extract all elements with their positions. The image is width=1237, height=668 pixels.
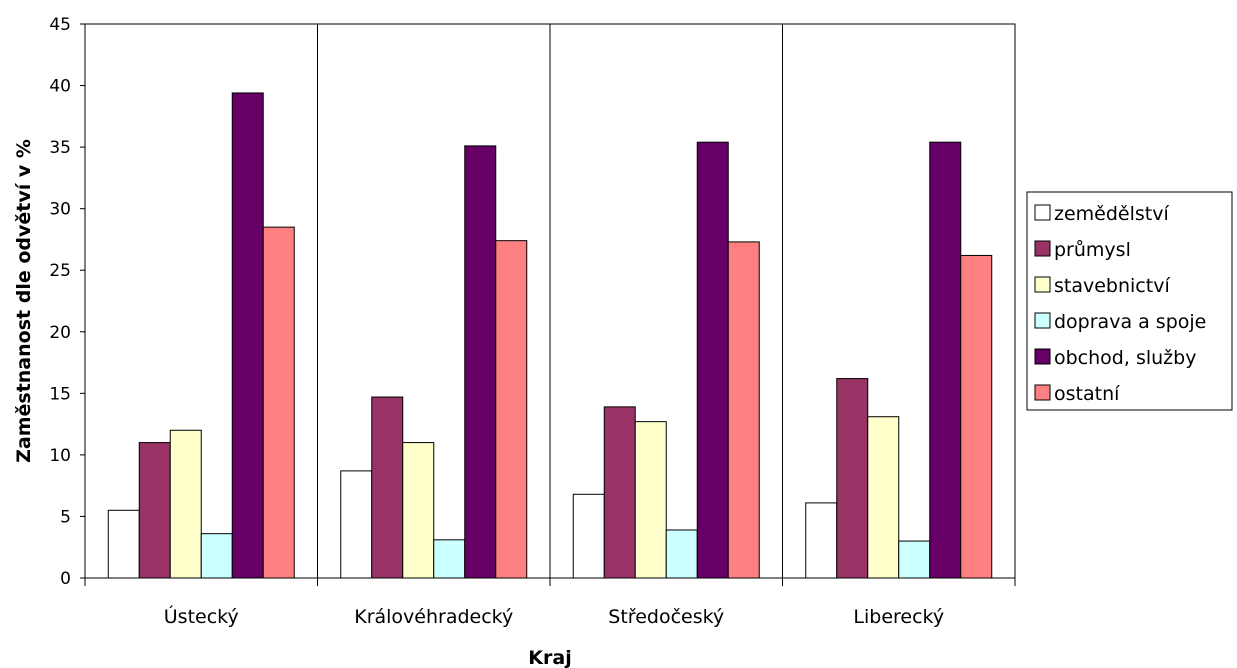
y-tick-label: 0: [60, 569, 71, 589]
bars: [107, 92, 993, 579]
bar: [929, 141, 962, 579]
bar: [696, 141, 729, 579]
category-label: Královéhradecký: [354, 606, 513, 628]
legend-label: stavebnictví: [1054, 275, 1170, 297]
y-axis-title: Zaměstnanost dle odvětví v %: [13, 139, 35, 463]
plot-area: 0 5 10 15 20 25 30 35 40 45 Ústecký Královéhradeck…: [49, 15, 1016, 628]
bar: [727, 241, 760, 579]
legend-swatch: [1034, 276, 1051, 293]
legend-label: ostatní: [1054, 383, 1120, 405]
bar: [169, 429, 202, 579]
x-axis-title: Kraj: [528, 647, 571, 668]
y-tick-label: 40: [49, 77, 71, 97]
bar: [402, 442, 435, 579]
legend-label: zemědělství: [1054, 203, 1169, 225]
y-tick-label: 45: [49, 15, 71, 35]
y-tick-label: 35: [49, 138, 71, 158]
legend-swatch: [1034, 384, 1051, 401]
legend-swatch: [1034, 204, 1051, 221]
bar: [200, 533, 233, 579]
bar: [464, 145, 497, 579]
x-axis: Ústecký Královéhradecký Středočeský Liberec…: [84, 578, 1016, 628]
bar: [371, 396, 404, 579]
y-tick-label: 20: [49, 323, 71, 343]
legend-swatch: [1034, 348, 1051, 365]
bar: [634, 421, 667, 579]
bar: [138, 442, 171, 579]
legend-swatch: [1034, 240, 1051, 257]
legend: zemědělství průmysl stavebnictví doprava a …: [1026, 191, 1233, 411]
category-label: Středočeský: [608, 606, 724, 628]
legend-label: průmysl: [1054, 239, 1131, 261]
legend-swatch: [1034, 312, 1051, 329]
bar: [898, 540, 931, 579]
bar: [495, 240, 528, 579]
bar: [836, 378, 869, 579]
y-tick-label: 30: [49, 200, 71, 220]
bar: [433, 539, 466, 579]
bar: [572, 493, 605, 579]
legend-box: [1026, 191, 1233, 411]
category-label: Ústecký: [164, 604, 239, 628]
bar: [107, 509, 140, 579]
y-tick-label: 15: [49, 384, 71, 404]
bar: [960, 254, 993, 579]
category-label: Liberecký: [853, 606, 944, 628]
y-axis: 0 5 10 15 20 25 30 35 40 45: [49, 15, 85, 589]
category-dividers: [317, 24, 783, 578]
bar: [603, 406, 636, 579]
bar: [340, 470, 373, 579]
legend-label: obchod, služby: [1054, 347, 1196, 369]
bar: [231, 92, 264, 579]
y-tick-label: 25: [49, 261, 71, 281]
y-tick-label: 5: [60, 507, 71, 527]
legend-items: zemědělství průmysl stavebnictví doprava a …: [1034, 203, 1206, 405]
bar: [805, 502, 838, 579]
bar: [867, 416, 900, 579]
bar: [665, 529, 698, 579]
y-tick-label: 10: [49, 446, 71, 466]
legend-label: doprava a spoje: [1054, 311, 1206, 333]
bar: [262, 226, 295, 579]
